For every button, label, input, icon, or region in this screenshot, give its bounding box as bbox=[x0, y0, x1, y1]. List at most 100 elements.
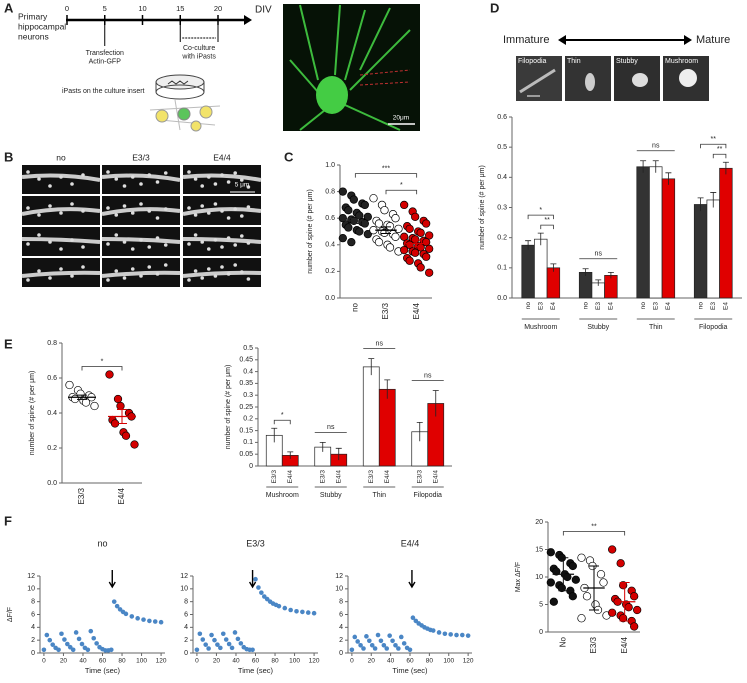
spine bbox=[200, 204, 204, 208]
timeline-tick-label: 10 bbox=[138, 4, 146, 13]
error-bar bbox=[550, 263, 557, 272]
y-tick-label: 10 bbox=[27, 586, 35, 593]
data-point bbox=[197, 631, 203, 637]
bar bbox=[693, 204, 708, 299]
panel-label: B bbox=[4, 149, 13, 164]
y-axis-label: number of spine (# per μm) bbox=[307, 189, 314, 274]
error-bar bbox=[652, 160, 659, 173]
spine bbox=[48, 204, 52, 208]
spine bbox=[246, 185, 251, 189]
data-point bbox=[425, 268, 434, 277]
data-point bbox=[108, 647, 114, 653]
dendrite bbox=[182, 270, 262, 278]
x-tick-label: 20 bbox=[213, 658, 221, 665]
data-point bbox=[582, 592, 592, 601]
spine bbox=[147, 173, 152, 177]
data-point bbox=[250, 647, 255, 653]
data-point bbox=[367, 638, 372, 644]
spine bbox=[106, 170, 110, 174]
significance-bracket bbox=[712, 153, 727, 159]
data-point bbox=[90, 401, 99, 411]
coculture-label: Co-culture bbox=[183, 45, 215, 52]
data-point bbox=[608, 545, 617, 554]
data-point bbox=[259, 590, 264, 595]
spine bbox=[59, 211, 63, 215]
y-tick-label: 12 bbox=[180, 573, 188, 580]
data-point bbox=[633, 605, 642, 615]
data-point bbox=[85, 647, 91, 653]
spine bbox=[226, 272, 231, 276]
spine bbox=[193, 213, 198, 217]
scale-label: 20μm bbox=[393, 115, 409, 122]
spine bbox=[220, 245, 224, 249]
data-point bbox=[200, 637, 206, 642]
data-point bbox=[596, 570, 606, 579]
significance-label: ns bbox=[327, 424, 335, 431]
data-point bbox=[364, 634, 369, 639]
data-point bbox=[123, 611, 129, 617]
error-bar bbox=[117, 409, 127, 424]
y-tick-label: 0.35 bbox=[239, 380, 253, 387]
spine bbox=[48, 184, 52, 188]
data-point bbox=[294, 608, 299, 614]
y-tick-label: 2 bbox=[339, 637, 343, 644]
error-bar bbox=[697, 197, 704, 212]
y-tick-label: 0.0 bbox=[497, 295, 507, 302]
spine bbox=[26, 170, 30, 174]
data-point bbox=[405, 256, 414, 265]
x-tick-label: 0 bbox=[195, 658, 199, 665]
spine bbox=[70, 202, 74, 206]
spine bbox=[193, 177, 198, 181]
panel-label: C bbox=[284, 149, 294, 164]
data-point bbox=[338, 233, 347, 243]
spine bbox=[240, 178, 244, 182]
y-tick-label: 0 bbox=[339, 650, 343, 657]
spine bbox=[155, 236, 160, 240]
data-point bbox=[47, 637, 53, 643]
x-tick-label: 100 bbox=[289, 658, 300, 665]
y-axis-label: Max ΔF/F bbox=[515, 562, 522, 592]
dendrite bbox=[182, 237, 262, 244]
data-point bbox=[552, 567, 561, 576]
y-axis-label: number of spine (# per μm) bbox=[479, 165, 486, 250]
data-point bbox=[385, 243, 395, 252]
data-point bbox=[59, 631, 64, 637]
spine bbox=[155, 272, 160, 276]
x-tick-label: 100 bbox=[136, 658, 147, 665]
y-tick-label: 6 bbox=[339, 611, 343, 618]
timeline: Primary hippocampal neurons DIV iPasts o… bbox=[18, 5, 272, 132]
data-point bbox=[129, 614, 135, 619]
data-point bbox=[130, 440, 139, 449]
data-point bbox=[393, 643, 398, 648]
spine bbox=[207, 211, 211, 215]
data-point bbox=[116, 401, 125, 411]
timeline-title: Primary bbox=[18, 11, 48, 21]
insert-label: iPasts on the culture insert bbox=[62, 88, 145, 95]
data-point bbox=[546, 548, 555, 557]
bar-label: E3 bbox=[652, 302, 659, 310]
x-tick-label: 120 bbox=[463, 658, 474, 665]
bar-label: no bbox=[640, 302, 647, 310]
timeline-title: neurons bbox=[18, 31, 49, 41]
x-tick-label: 100 bbox=[443, 658, 454, 665]
spine bbox=[246, 241, 251, 245]
y-tick-label: 0 bbox=[249, 463, 253, 470]
error-bar bbox=[640, 160, 647, 173]
timeline-title: hippocampal bbox=[18, 21, 66, 31]
y-tick-label: 0.15 bbox=[239, 427, 253, 434]
y-tick-label: 0 bbox=[539, 629, 543, 636]
spine bbox=[233, 207, 237, 211]
timeline-arrowhead bbox=[244, 15, 252, 25]
data-point bbox=[73, 630, 79, 635]
y-tick-label: 0.4 bbox=[47, 410, 57, 417]
x-tick-label: no bbox=[350, 302, 359, 311]
data-point bbox=[390, 638, 395, 644]
y-tick-label: 0.4 bbox=[243, 368, 253, 375]
data-point bbox=[44, 632, 50, 638]
data-point bbox=[465, 633, 471, 638]
data-point bbox=[436, 630, 442, 635]
data-point bbox=[391, 232, 400, 241]
spine bbox=[233, 171, 237, 175]
error-bar bbox=[710, 192, 717, 208]
y-axis-label: number of spine (# per μm) bbox=[29, 371, 36, 456]
